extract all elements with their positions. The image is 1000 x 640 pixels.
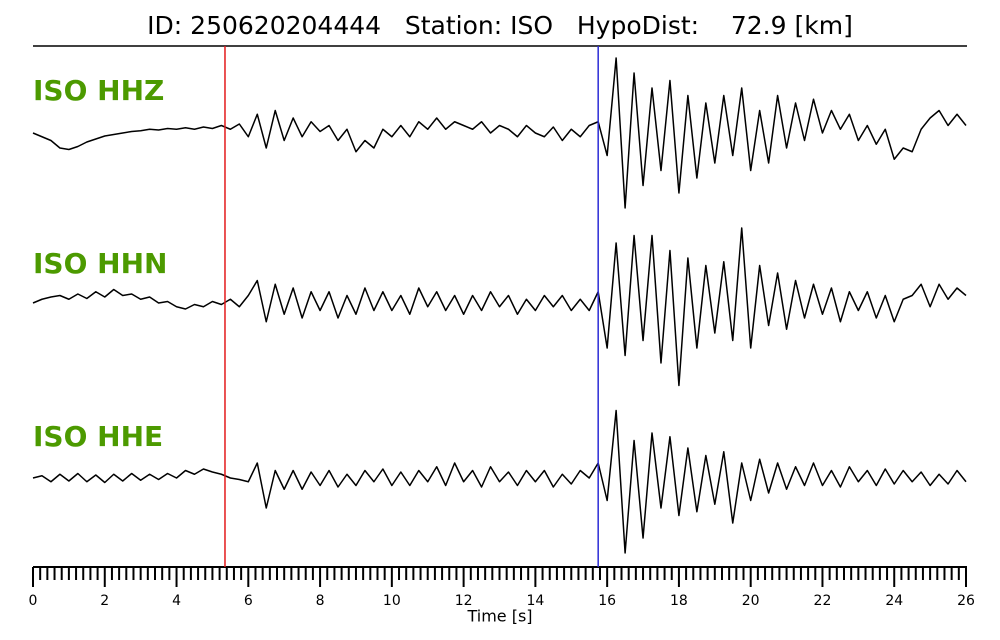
trace-label: ISO HHZ xyxy=(33,74,164,107)
x-tick-label: 24 xyxy=(885,593,903,609)
x-tick-label: 12 xyxy=(455,593,473,609)
waveform xyxy=(32,409,967,554)
waveform xyxy=(32,57,967,209)
x-tick-label: 8 xyxy=(316,593,325,609)
x-axis-label: Time [s] xyxy=(466,607,532,626)
x-tick-label: 4 xyxy=(172,593,181,609)
x-tick-label: 22 xyxy=(814,593,832,609)
trace-label: ISO HHN xyxy=(33,247,167,280)
chart-title: ID: 250620204444 Station: ISO HypoDist: … xyxy=(147,11,853,40)
x-tick-label: 6 xyxy=(244,593,253,609)
x-tick-label: 10 xyxy=(383,593,401,609)
x-tick-label: 18 xyxy=(670,593,688,609)
x-tick-label: 26 xyxy=(957,593,975,609)
x-tick-label: 16 xyxy=(598,593,616,609)
x-tick-label: 20 xyxy=(742,593,760,609)
x-tick-label: 14 xyxy=(526,593,544,609)
trace-label: ISO HHE xyxy=(33,420,163,453)
x-tick-label: 0 xyxy=(29,593,38,609)
x-tick-label: 2 xyxy=(100,593,109,609)
waveform xyxy=(32,227,967,387)
